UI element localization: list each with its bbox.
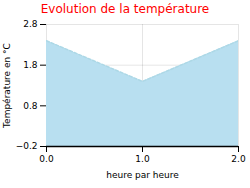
- svg-text:2.0: 2.0: [231, 154, 246, 164]
- svg-text:Température en °C: Température en °C: [2, 43, 12, 129]
- html-text:Evolution de la température: Evolution de la température: [40, 2, 210, 16]
- svg-text:−0.2: −0.2: [16, 141, 38, 151]
- svg-text:0.8: 0.8: [23, 101, 38, 111]
- svg-text:heure par heure: heure par heure: [106, 170, 179, 180]
- svg-text:1.8: 1.8: [23, 60, 38, 70]
- svg-text:2.8: 2.8: [23, 19, 38, 29]
- svg-text:0.0: 0.0: [39, 154, 54, 164]
- svg-text:1.0: 1.0: [135, 154, 150, 164]
